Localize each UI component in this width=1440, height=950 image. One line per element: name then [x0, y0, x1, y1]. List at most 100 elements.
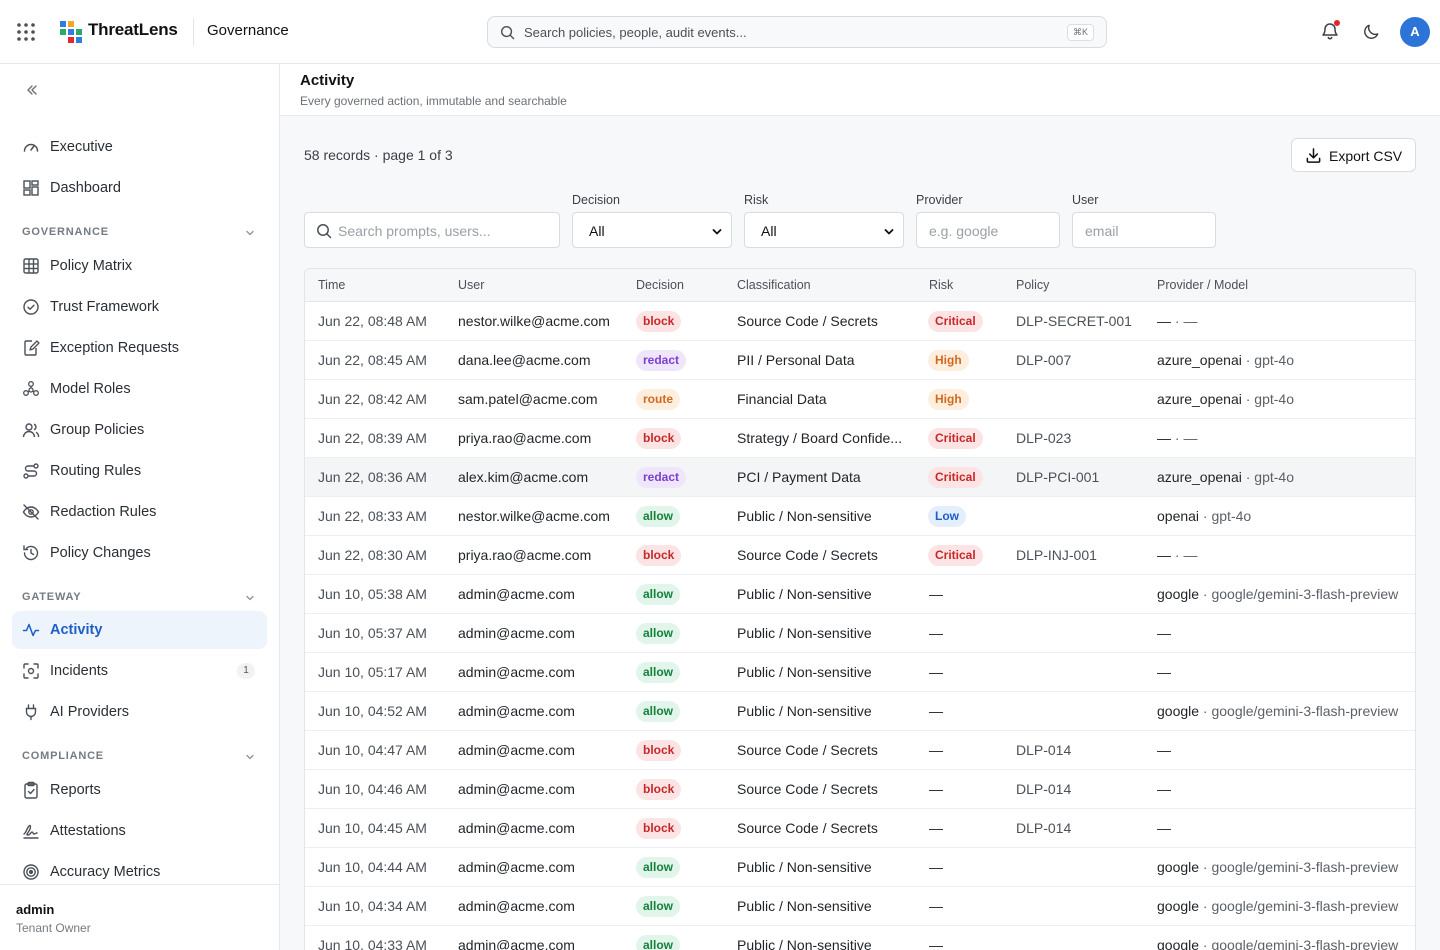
risk-select[interactable]: All: [744, 212, 904, 248]
history-icon: [22, 544, 40, 562]
table-search-input[interactable]: Search prompts, users...: [304, 212, 560, 248]
table-row[interactable]: Jun 10, 05:17 AM admin@acme.com allow Publi…: [305, 653, 1415, 692]
user-cell: admin@acme.com: [458, 625, 575, 641]
table-row[interactable]: Jun 22, 08:30 AM priya.rao@acme.com block S…: [305, 536, 1415, 575]
column-header[interactable]: Decision: [636, 278, 684, 292]
user-cell: admin@acme.com: [458, 703, 575, 719]
sidebar-item-reports[interactable]: Reports: [12, 771, 267, 809]
chevron-down-icon[interactable]: [244, 227, 256, 239]
export-csv-button[interactable]: Export CSV: [1291, 138, 1416, 172]
chevron-down-icon[interactable]: [244, 751, 256, 763]
target-icon: [22, 863, 40, 881]
sidebar-item-incidents[interactable]: Incidents 1: [12, 652, 267, 690]
sidebar-item-model-roles[interactable]: Model Roles: [12, 370, 267, 408]
risk-badge: Critical: [928, 545, 983, 566]
time-cell: Jun 10, 04:44 AM: [318, 859, 427, 875]
column-header[interactable]: Policy: [1016, 278, 1050, 292]
brand-name[interactable]: ThreatLens: [88, 20, 178, 39]
signature-icon: [22, 822, 40, 840]
classification-cell: Public / Non-sensitive: [737, 625, 872, 641]
decision-select[interactable]: All: [572, 212, 732, 248]
notifications-bell-icon[interactable]: [1320, 21, 1340, 41]
sidebar-item-executive[interactable]: Executive: [12, 128, 267, 166]
classification-cell: Public / Non-sensitive: [737, 898, 872, 914]
model-name: · gpt-4o: [1241, 352, 1294, 368]
sidebar-item-attestations[interactable]: Attestations: [12, 812, 267, 850]
export-csv-label: Export CSV: [1329, 148, 1403, 164]
sidebar-item-exception-requests[interactable]: Exception Requests: [12, 329, 267, 367]
provider-filter-label: Provider: [916, 193, 963, 207]
records-summary: 58 records · page 1 of 3: [304, 147, 453, 163]
table-row[interactable]: Jun 22, 08:42 AM sam.patel@acme.com route F…: [305, 380, 1415, 419]
risk-cell: —: [929, 859, 943, 875]
table-row[interactable]: Jun 10, 04:44 AM admin@acme.com allow Publi…: [305, 848, 1415, 887]
risk-cell: —: [929, 586, 943, 602]
sidebar-item-policy-matrix[interactable]: Policy Matrix: [12, 247, 267, 285]
provider-model-cell: azure_openai · gpt-4o: [1157, 469, 1294, 485]
table-row[interactable]: Jun 10, 04:33 AM admin@acme.com allow Publi…: [305, 926, 1415, 950]
time-cell: Jun 10, 05:17 AM: [318, 664, 427, 680]
table-row[interactable]: Jun 10, 04:34 AM admin@acme.com allow Publi…: [305, 887, 1415, 926]
scan-icon: [22, 662, 40, 680]
classification-cell: Source Code / Secrets: [737, 547, 878, 563]
table-row[interactable]: Jun 10, 04:46 AM admin@acme.com block Sourc…: [305, 770, 1415, 809]
avatar[interactable]: A: [1400, 17, 1430, 47]
table-row[interactable]: Jun 10, 05:38 AM admin@acme.com allow Publi…: [305, 575, 1415, 614]
risk-badge: Critical: [928, 428, 983, 449]
model-name: · —: [1171, 313, 1198, 329]
sidebar-item-redaction-rules[interactable]: Redaction Rules: [12, 493, 267, 531]
sidebar-item-routing-rules[interactable]: Routing Rules: [12, 452, 267, 490]
sidebar-item-label: Reports: [50, 782, 101, 798]
sidebar-item-label: Routing Rules: [50, 463, 142, 479]
page-header: Activity Every governed action, immutabl…: [280, 64, 1440, 116]
table-row[interactable]: Jun 22, 08:33 AM nestor.wilke@acme.com all…: [305, 497, 1415, 536]
classification-cell: PCI / Payment Data: [737, 469, 861, 485]
table-row[interactable]: Jun 22, 08:39 AM priya.rao@acme.com block S…: [305, 419, 1415, 458]
classification-cell: Source Code / Secrets: [737, 781, 878, 797]
sidebar-item-ai-providers[interactable]: AI Providers: [12, 693, 267, 731]
chevron-down-icon[interactable]: [244, 592, 256, 604]
decision-badge: allow: [636, 662, 681, 683]
table-row[interactable]: Jun 10, 04:45 AM admin@acme.com block Sourc…: [305, 809, 1415, 848]
sidebar-item-accuracy-metrics[interactable]: Accuracy Metrics: [12, 853, 267, 891]
decision-badge: allow: [636, 935, 681, 950]
incident-count-badge: 1: [237, 663, 255, 679]
sidebar-item-group-policies[interactable]: Group Policies: [12, 411, 267, 449]
dark-mode-moon-icon[interactable]: [1362, 22, 1381, 41]
sidebar-item-trust-framework[interactable]: Trust Framework: [12, 288, 267, 326]
activity-table: Time User Decision Classification Risk Policy…: [304, 268, 1416, 950]
provider-model-cell: —: [1157, 820, 1171, 836]
user-filter-label: User: [1072, 193, 1099, 207]
column-header[interactable]: User: [458, 278, 485, 292]
decision-badge: allow: [636, 584, 681, 605]
time-cell: Jun 22, 08:33 AM: [318, 508, 427, 524]
table-row[interactable]: Jun 10, 05:37 AM admin@acme.com allow Publi…: [305, 614, 1415, 653]
chevron-down-icon: [883, 226, 895, 238]
policy-cell: DLP-007: [1016, 352, 1072, 368]
decision-badge: allow: [636, 896, 681, 917]
table-row[interactable]: Jun 22, 08:48 AM nestor.wilke@acme.com blo…: [305, 302, 1415, 341]
provider-input[interactable]: e.g. google: [916, 212, 1060, 248]
column-header[interactable]: Risk: [929, 278, 954, 292]
user-profile-footer[interactable]: admin Tenant Owner: [0, 884, 279, 950]
user-cell: priya.rao@acme.com: [458, 430, 592, 446]
sidebar-item-policy-changes[interactable]: Policy Changes: [12, 534, 267, 572]
global-search-input[interactable]: Search policies, people, audit events...…: [487, 16, 1107, 48]
risk-cell: —: [929, 742, 943, 758]
table-row[interactable]: Jun 10, 04:47 AM admin@acme.com block Sourc…: [305, 731, 1415, 770]
app-launcher-icon[interactable]: [16, 22, 36, 42]
decision-badge: redact: [636, 350, 687, 371]
sidebar-item-activity[interactable]: Activity: [12, 611, 267, 649]
table-row[interactable]: Jun 10, 04:52 AM admin@acme.com allow Publi…: [305, 692, 1415, 731]
decision-select-value: All: [589, 223, 605, 239]
collapse-sidebar-icon[interactable]: [24, 82, 40, 98]
table-row[interactable]: Jun 22, 08:36 AM alex.kim@acme.com redact P…: [305, 458, 1415, 497]
user-email-input[interactable]: email: [1072, 212, 1216, 248]
column-header[interactable]: Classification: [737, 278, 811, 292]
risk-cell: —: [929, 781, 943, 797]
table-row[interactable]: Jun 22, 08:45 AM dana.lee@acme.com redact P…: [305, 341, 1415, 380]
column-header[interactable]: Provider / Model: [1157, 278, 1249, 292]
provider-model-cell: — · —: [1157, 547, 1197, 563]
column-header[interactable]: Time: [318, 278, 346, 292]
sidebar-item-dashboard[interactable]: Dashboard: [12, 169, 267, 207]
